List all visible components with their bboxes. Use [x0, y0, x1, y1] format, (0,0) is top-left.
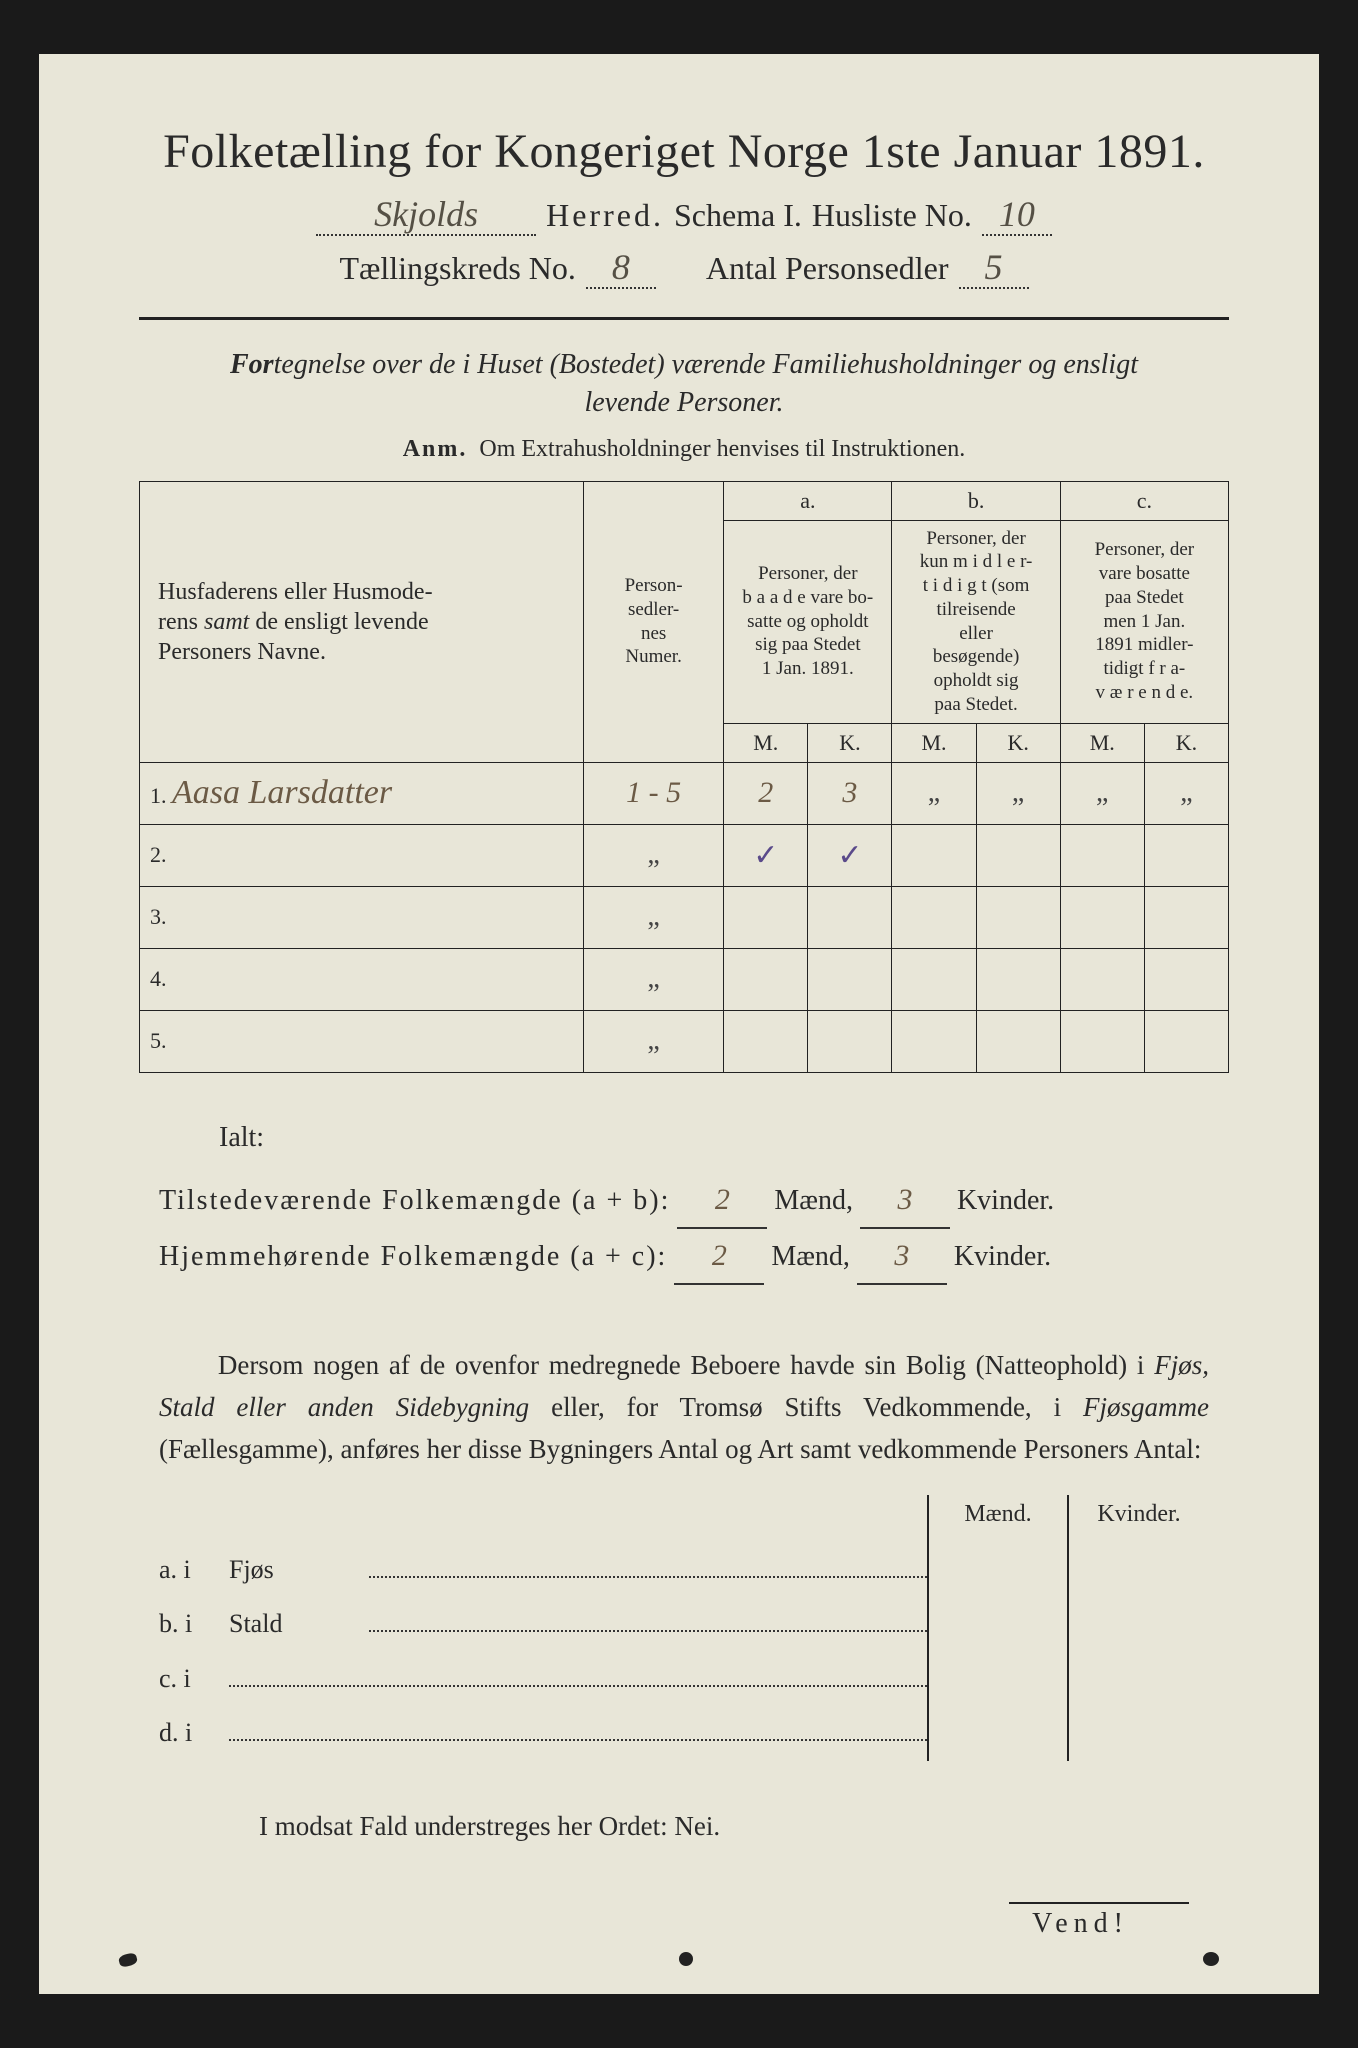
col-c-m: M. — [1060, 723, 1144, 762]
tally-1-k: 3 — [897, 1183, 912, 1216]
antal-value: 5 — [985, 247, 1003, 287]
col-b-header: Personer, derkun m i d l e r-t i d i g t… — [892, 520, 1060, 723]
col-num-header: Person-sedler-nesNumer. — [584, 481, 724, 762]
row-pnum: „ — [647, 1025, 659, 1056]
tally-2-k: 3 — [894, 1239, 909, 1272]
kvinder-label: Kvinder. — [954, 1241, 1051, 1272]
col-b-m: M. — [892, 723, 976, 762]
census-form-page: Folketælling for Kongeriget Norge 1ste J… — [39, 54, 1319, 1994]
row-num: 5. — [150, 1028, 167, 1053]
kreds-no: 8 — [612, 247, 630, 287]
maend-label: Mænd, — [774, 1185, 853, 1216]
col-a-k: K. — [808, 723, 892, 762]
kreds-label: Tællingskreds No. — [339, 250, 575, 287]
row-name: Aasa Larsdatter — [172, 774, 392, 811]
col-b-k: K. — [976, 723, 1060, 762]
nei-line: I modsat Fald understreges her Ordet: Ne… — [139, 1811, 1229, 1842]
tallies-block: Ialt: Tilstedeværende Folkemængde (a + b… — [139, 1113, 1229, 1285]
subtitle: Fortegnelse over de i Huset (Bostedet) v… — [139, 346, 1229, 422]
punch-mark-icon — [118, 1952, 138, 1968]
herred-label: Herred. — [546, 197, 664, 234]
col-a-m: M. — [724, 723, 808, 762]
sidebuilding-note: Dersom nogen af de ovenfor medregnede Be… — [139, 1345, 1229, 1471]
punch-mark-icon — [1203, 1952, 1219, 1966]
bldg-maend-col: Mænd. — [929, 1495, 1069, 1761]
header-line-2: Tællingskreds No. 8 Antal Personsedler 5 — [139, 250, 1229, 289]
kvinder-label: Kvinder. — [957, 1185, 1054, 1216]
household-table: Husfaderens eller Husmode-rens samt de e… — [139, 481, 1229, 1073]
col-a-letter: a. — [724, 481, 892, 520]
bldg-kvinder-col: Kvinder. — [1069, 1495, 1209, 1761]
tally-1-m: 2 — [715, 1183, 730, 1216]
schema-label: Schema I. — [674, 197, 802, 234]
bldg-row: a. iFjøs — [159, 1543, 927, 1598]
anm-line: Anm. Om Extrahusholdninger henvises til … — [139, 436, 1229, 463]
table-row: 3. „ — [140, 886, 1229, 948]
cell: „ — [1180, 777, 1192, 808]
table-row: 2. „ ✓ ✓ — [140, 824, 1229, 886]
anm-label: Anm. — [403, 436, 468, 462]
husliste-label: Husliste No. — [812, 197, 972, 234]
maend-label: Mænd, — [771, 1241, 850, 1272]
cell: „ — [928, 777, 940, 808]
row-num: 4. — [150, 966, 167, 991]
vend-label: Vend! — [1009, 1902, 1189, 1940]
cell: „ — [1096, 777, 1108, 808]
col-b-letter: b. — [892, 481, 1060, 520]
tally-2-m: 2 — [712, 1239, 727, 1272]
table-row: 4. „ — [140, 948, 1229, 1010]
row-pnum: „ — [647, 901, 659, 932]
ialt-label: Ialt: — [219, 1113, 1209, 1163]
anm-text: Om Extrahusholdninger henvises til Instr… — [479, 436, 965, 462]
col-name-header: Husfaderens eller Husmode-rens samt de e… — [158, 579, 433, 665]
divider — [139, 317, 1229, 320]
page-title: Folketælling for Kongeriget Norge 1ste J… — [139, 124, 1229, 179]
check-mark: ✓ — [753, 839, 778, 872]
bldg-row: d. i — [159, 1706, 927, 1761]
tally-2-label: Hjemmehørende Folkemængde (a + c): — [159, 1241, 667, 1272]
col-c-header: Personer, dervare bosattepaa Stedetmen 1… — [1060, 520, 1228, 723]
herred-value: Skjolds — [374, 194, 478, 234]
table-row: 1. Aasa Larsdatter 1 - 5 2 3 „ „ „ „ — [140, 762, 1229, 824]
row-pnum: „ — [647, 839, 659, 870]
punch-mark-icon — [679, 1952, 693, 1966]
col-a-header: Personer, derb a a d e vare bo-satte og … — [724, 520, 892, 723]
bldg-row: c. i — [159, 1652, 927, 1707]
col-c-letter: c. — [1060, 481, 1228, 520]
check-mark: ✓ — [837, 839, 862, 872]
col-c-k: K. — [1144, 723, 1228, 762]
cell: „ — [1012, 777, 1024, 808]
bldg-row: b. iStald — [159, 1597, 927, 1652]
header-line-1: Skjolds Herred. Schema I. Husliste No. 1… — [139, 197, 1229, 236]
building-table: a. iFjøs b. iStald c. i d. i Mænd. Kvind… — [139, 1495, 1229, 1761]
row-pnum: „ — [647, 963, 659, 994]
row-num: 2. — [150, 842, 167, 867]
row-num: 1. — [150, 783, 167, 808]
row-pnum: 1 - 5 — [626, 776, 681, 809]
row-num: 3. — [150, 904, 167, 929]
tally-1-label: Tilstedeværende Folkemængde (a + b): — [159, 1185, 670, 1216]
cell: 3 — [842, 776, 857, 809]
husliste-no: 10 — [999, 194, 1035, 234]
antal-label: Antal Personsedler — [706, 250, 949, 287]
cell: 2 — [758, 776, 773, 809]
table-row: 5. „ — [140, 1010, 1229, 1072]
